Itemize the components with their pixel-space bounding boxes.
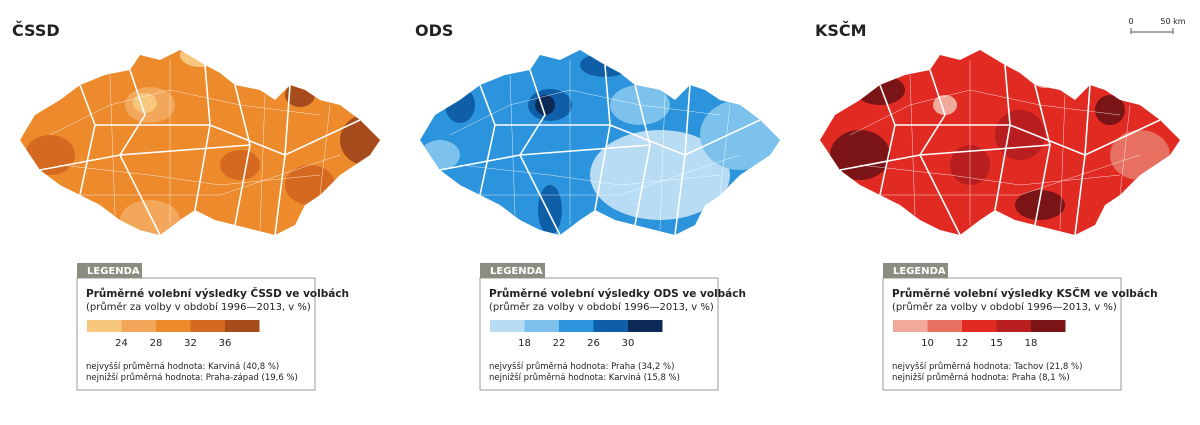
legend-swatch xyxy=(996,320,1031,332)
scale-bar: 0 50 km xyxy=(1128,17,1186,34)
legend-swatch xyxy=(87,320,122,332)
legend-note: nejvyšší průměrná hodnota: Karviná (40,8… xyxy=(86,361,279,372)
legend-swatch xyxy=(156,320,191,332)
legend-title: Průměrné volební výsledky KSČM ve volbác… xyxy=(892,287,1158,300)
legend-swatch xyxy=(893,320,928,332)
legend-break: 30 xyxy=(622,338,635,349)
legend-swatch xyxy=(559,320,594,332)
legend-swatch xyxy=(628,320,663,332)
legend: LEGENDA Průměrné volební výsledky ČSSD ve… xyxy=(76,263,349,391)
legend-break: 32 xyxy=(184,338,197,349)
legend-subtitle: (průměr za volby v období 1996—2013, v %… xyxy=(489,301,714,313)
legend-swatch xyxy=(524,320,559,332)
legend: LEGENDA Průměrné volební výsledky KSČM ve… xyxy=(882,263,1158,391)
legend-title: Průměrné volební výsledky ODS ve volbách xyxy=(489,287,746,300)
legend-note: nejnižší průměrná hodnota: Karviná (15,8… xyxy=(489,372,680,383)
legend-swatch xyxy=(962,320,997,332)
scale-label: 50 km xyxy=(1160,17,1185,26)
legend-header: LEGENDA xyxy=(490,266,543,277)
map-title: ODS xyxy=(415,21,453,40)
legend-break: 18 xyxy=(518,338,531,349)
legend-break: 24 xyxy=(115,338,128,349)
legend-swatch xyxy=(490,320,525,332)
legend-break: 36 xyxy=(219,338,232,349)
legend-break: 28 xyxy=(150,338,163,349)
legend-note: nejvyšší průměrná hodnota: Praha (34,2 %… xyxy=(489,361,674,372)
legend-title: Průměrné volební výsledky ČSSD ve volbác… xyxy=(86,287,349,300)
legend-box xyxy=(882,277,1122,391)
legend-break: 18 xyxy=(1025,338,1038,349)
legend-box xyxy=(479,277,719,391)
legend-swatch xyxy=(121,320,156,332)
legend-tab xyxy=(480,263,545,278)
legend-break: 26 xyxy=(587,338,600,349)
legend-break: 12 xyxy=(956,338,969,349)
legend-swatch xyxy=(1031,320,1066,332)
legend-note: nejnižší průměrná hodnota: Praha (8,1 %) xyxy=(892,372,1070,383)
legend-subtitle: (průměr za volby v období 1996—2013, v %… xyxy=(86,301,311,313)
legend-note: nejnižší průměrná hodnota: Praha-západ (… xyxy=(86,372,298,383)
map-cssd xyxy=(20,50,380,236)
map-title: ČSSD xyxy=(12,21,60,40)
legend-swatch xyxy=(225,320,260,332)
map-title: KSČM xyxy=(815,21,867,40)
legend-header: LEGENDA xyxy=(87,266,140,277)
legend-swatch xyxy=(593,320,628,332)
map-ods xyxy=(420,50,780,236)
legend-break: 15 xyxy=(990,338,1003,349)
legend-break: 22 xyxy=(553,338,566,349)
scale-label: 0 xyxy=(1128,17,1133,26)
legend-swatch xyxy=(190,320,225,332)
legend-subtitle: (průměr za volby v období 1996—2013, v %… xyxy=(892,301,1117,313)
legend-tab xyxy=(77,263,142,278)
legend-swatch xyxy=(927,320,962,332)
legend-box xyxy=(76,277,316,391)
legend-break: 10 xyxy=(921,338,934,349)
legend-header: LEGENDA xyxy=(893,266,946,277)
map-kscm xyxy=(820,50,1180,236)
legend-tab xyxy=(883,263,948,278)
legend-note: nejvyšší průměrná hodnota: Tachov (21,8 … xyxy=(892,361,1082,372)
legend: LEGENDA Průměrné volební výsledky ODS ve … xyxy=(479,263,746,391)
